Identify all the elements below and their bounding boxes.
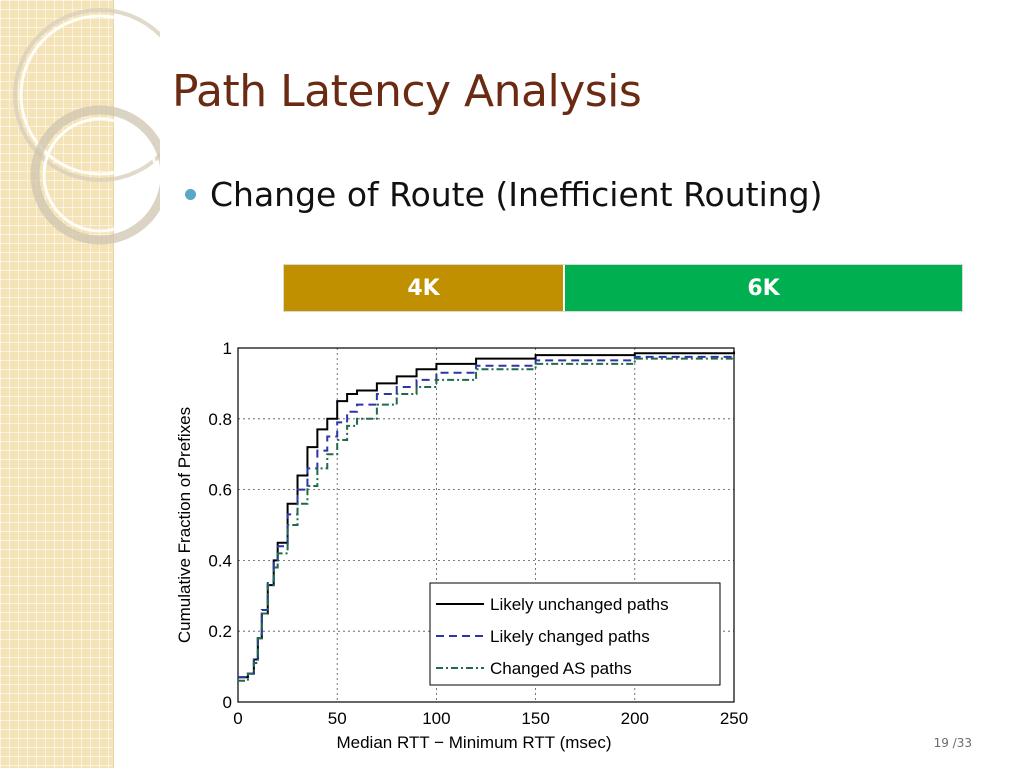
y-tick-label: 0.8 xyxy=(208,410,232,429)
series-line-3 xyxy=(238,356,735,682)
bullet-item: Change of Route (Inefficient Routing) xyxy=(185,175,823,214)
chart-ticks: 0 50 100 150 200 250 0 0.2 0.4 0.6 0.8 1 xyxy=(208,339,748,728)
x-tick-label: 0 xyxy=(233,709,242,728)
bullet-dot-icon xyxy=(185,189,196,200)
comparison-segment-6k: 6K xyxy=(565,265,962,311)
x-tick-label: 150 xyxy=(521,709,549,728)
y-tick-label: 0.6 xyxy=(208,481,232,500)
slide-title: Path Latency Analysis xyxy=(172,66,642,117)
x-tick-label: 50 xyxy=(328,709,347,728)
y-tick-label: 0 xyxy=(223,693,232,712)
plot-frame xyxy=(237,347,735,703)
legend-label-2: Likely changed paths xyxy=(490,627,650,646)
chart-legend: Likely unchanged paths Likely changed pat… xyxy=(429,582,721,686)
y-tick-label: 1 xyxy=(223,339,232,358)
x-tick-label: 250 xyxy=(720,709,748,728)
legend-label-1: Likely unchanged paths xyxy=(490,595,669,614)
x-axis-label: Median RTT − Minimum RTT (msec) xyxy=(336,733,611,752)
x-tick-label: 100 xyxy=(422,709,450,728)
y-axis-label: Cumulative Fraction of Prefixes xyxy=(175,407,194,643)
legend-label-3: Changed AS paths xyxy=(490,659,632,678)
legend-box xyxy=(429,582,721,686)
comparison-segment-4k: 4K xyxy=(284,265,565,311)
page-number: 19 /33 xyxy=(933,736,972,750)
y-tick-label: 0.4 xyxy=(208,551,232,570)
comparison-bar: 4K 6K xyxy=(283,264,963,312)
cdf-chart: 0 50 100 150 200 250 0 0.2 0.4 0.6 0.8 1 Median RTT… xyxy=(175,339,748,752)
decorative-circles xyxy=(13,8,160,245)
bullet-text: Change of Route (Inefficient Routing) xyxy=(210,175,823,214)
y-tick-label: 0.2 xyxy=(208,622,232,641)
x-tick-label: 200 xyxy=(621,709,649,728)
chart-series xyxy=(238,351,735,682)
